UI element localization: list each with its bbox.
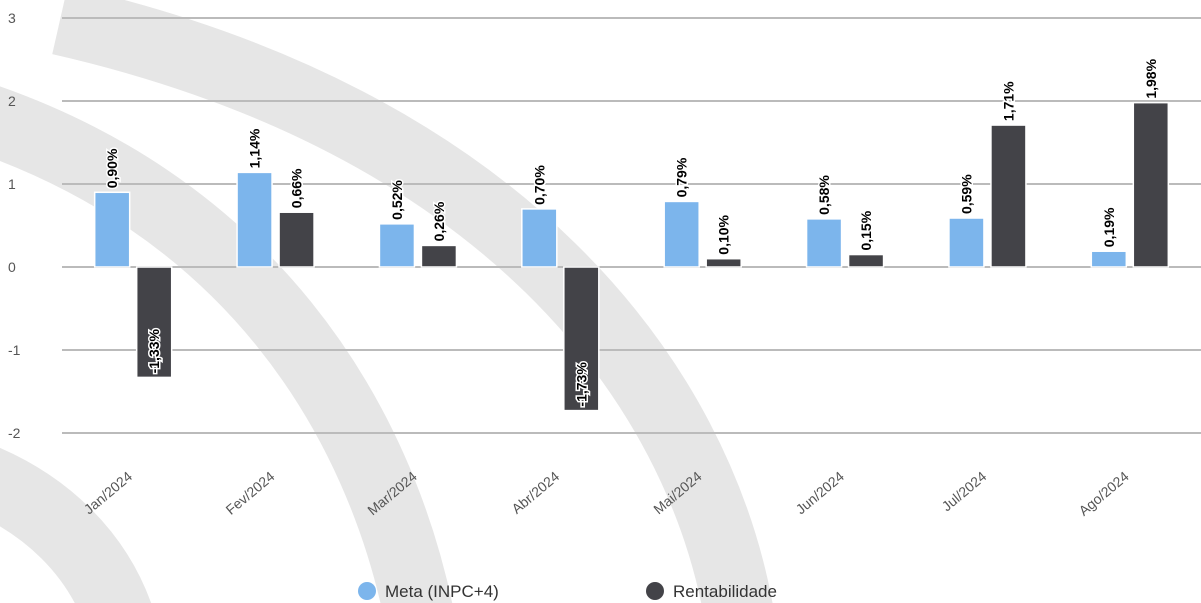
value-label: 0,58% [816, 175, 832, 215]
x-tick-label: Jun/2024 [793, 468, 848, 517]
x-tick-label: Ago/2024 [1076, 468, 1132, 519]
x-tick-label: Fev/2024 [222, 468, 277, 518]
legend-label: Meta (INPC+4) [385, 582, 499, 601]
legend-marker [358, 582, 376, 600]
bar [805, 218, 843, 268]
value-label: 1,98% [1143, 58, 1159, 98]
bar [705, 257, 742, 268]
value-label: 1,71% [1000, 81, 1016, 121]
bar [420, 244, 458, 268]
value-label: 0,70% [531, 165, 547, 205]
bar [948, 217, 985, 268]
y-tick-label: 0 [8, 259, 16, 275]
bar [378, 223, 416, 268]
bar [847, 253, 885, 268]
bar [663, 200, 700, 268]
bar [135, 266, 173, 379]
y-tick-label: -1 [8, 342, 21, 358]
y-tick-label: 1 [8, 176, 16, 192]
background-arcs [0, 0, 773, 603]
x-tick-label: Jul/2024 [939, 468, 990, 514]
x-tick-label: Abr/2024 [508, 468, 562, 517]
bar [93, 191, 131, 268]
bar [1132, 101, 1170, 268]
bar [990, 124, 1027, 268]
y-tick-label: 3 [8, 10, 16, 26]
bar [563, 266, 600, 412]
value-label: 0,19% [1101, 207, 1117, 247]
y-tick-label: 2 [8, 93, 16, 109]
value-label: 0,15% [858, 210, 874, 250]
bar [1090, 250, 1128, 268]
bar [236, 171, 273, 268]
value-label: -1,33% [146, 328, 162, 373]
bar [278, 211, 315, 268]
value-label: 0,79% [674, 157, 690, 197]
value-label: 1,14% [247, 128, 263, 168]
value-label: 0,52% [389, 180, 405, 220]
y-tick-label: -2 [8, 425, 21, 441]
value-label: 0,10% [716, 214, 732, 254]
value-label: 0,90% [104, 148, 120, 188]
bar [521, 208, 558, 268]
value-label: 0,26% [431, 201, 447, 241]
x-tick-label: Jan/2024 [81, 468, 136, 517]
value-label: 0,59% [958, 174, 974, 214]
value-label: 0,66% [289, 168, 305, 208]
legend-marker [646, 582, 664, 600]
value-label: -1,73% [573, 362, 589, 407]
legend-label: Rentabilidade [673, 582, 777, 601]
